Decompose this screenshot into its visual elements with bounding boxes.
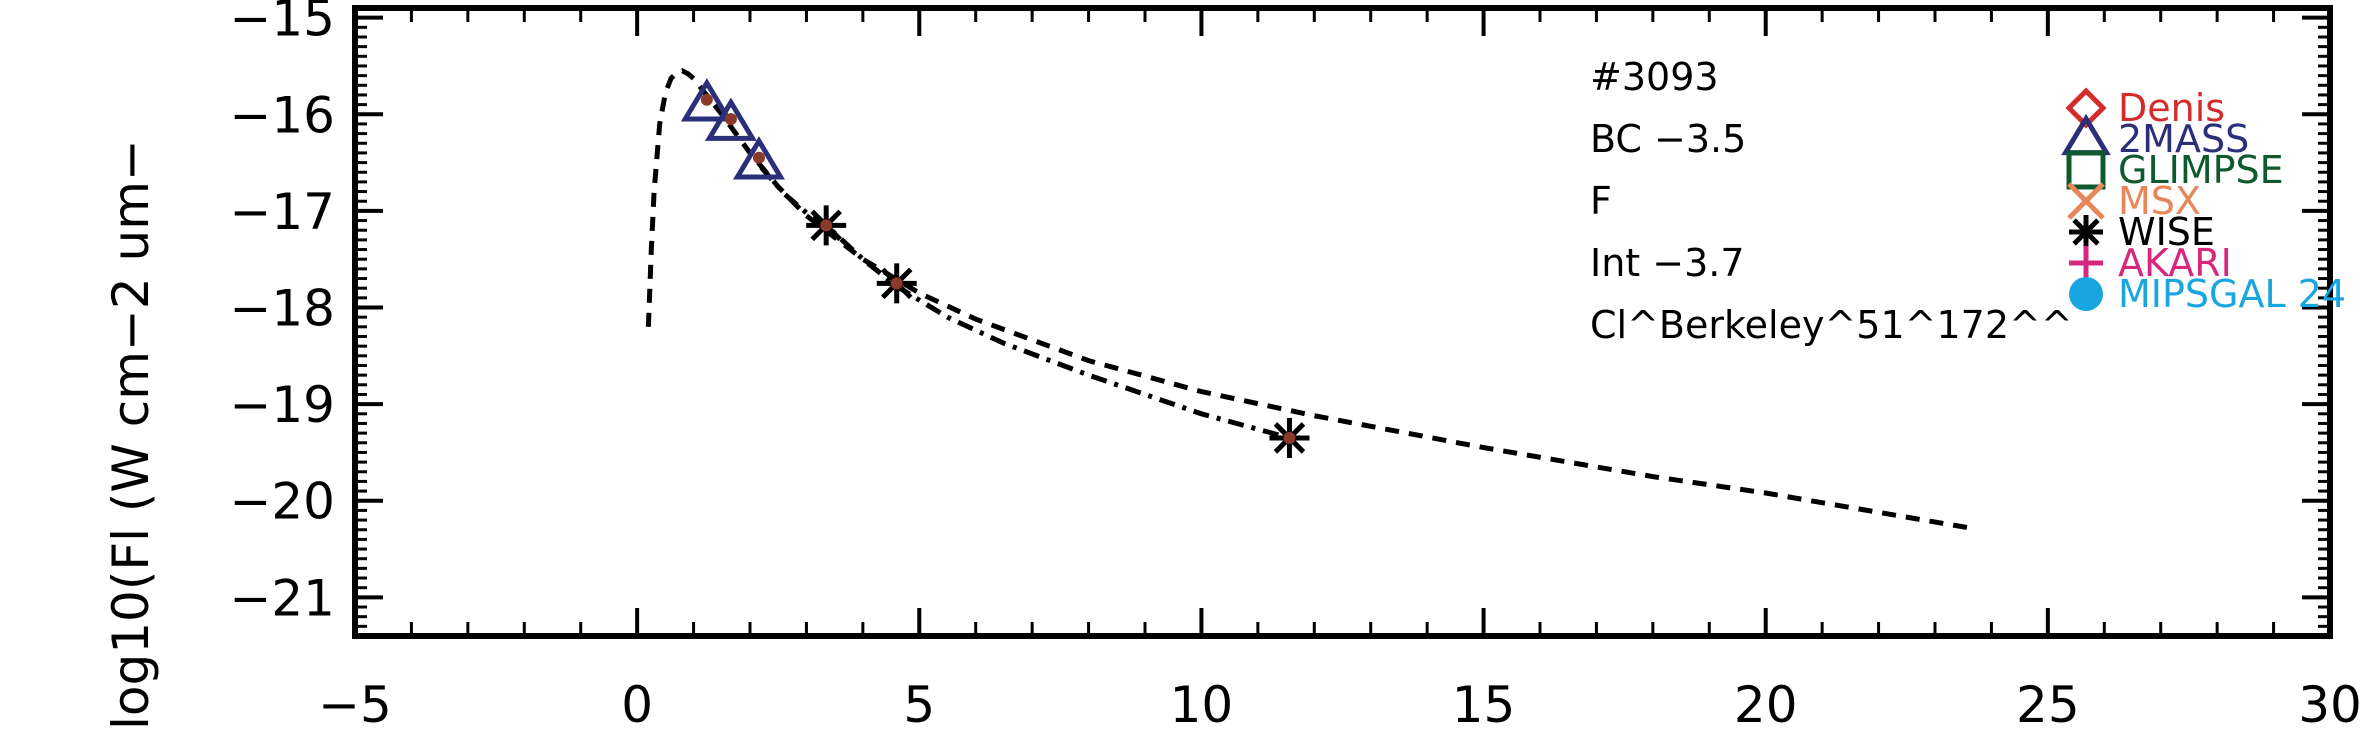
legend-label: MSX: [2118, 179, 2201, 223]
marker-x: [2067, 182, 2105, 220]
annotations: #3093 BC −3.5 F Int −3.7 Cl^Berkeley^51^…: [1590, 55, 2073, 347]
marker-dot: [724, 113, 737, 126]
axes: [352, 5, 2333, 639]
marker-asterisk: [2069, 215, 2103, 249]
marker-triangle: [732, 136, 785, 180]
x-tick-label: 15: [1452, 676, 1516, 734]
ticks: [353, 8, 2332, 636]
y-tick-label: −18: [229, 280, 335, 338]
marker-dot: [820, 219, 833, 232]
marker-square: [2066, 150, 2106, 190]
marker-dot: [890, 277, 903, 290]
legend-label: MIPSGAL 24: [2118, 272, 2346, 316]
y-tick-label: −21: [229, 569, 335, 627]
tick-labels: −5 0 5 10 15 20 25 30 −21 −20 −19 −18 −17 −16 −15: [229, 0, 2361, 734]
x-tick-label: 20: [1734, 676, 1798, 734]
marker-plus: [2069, 246, 2103, 280]
legend-label: AKARI: [2118, 241, 2232, 285]
annotation-int: Int −3.7: [1590, 241, 1745, 285]
legend-label: WISE: [2118, 210, 2215, 254]
annotation-id: #3093: [1590, 55, 1719, 99]
x-tick-label: −5: [318, 676, 392, 734]
plot-frame: [352, 5, 2333, 639]
marker-triangle: [680, 78, 733, 122]
marker-dot: [1283, 431, 1296, 444]
y-axis-label: log10(Fl (W cm−2 um−: [102, 139, 160, 730]
legend-label: GLIMPSE: [2118, 148, 2284, 192]
y-tick-label: −20: [229, 473, 335, 531]
model-curve-dashed: [645, 68, 1970, 531]
data-markers: [680, 78, 1310, 458]
y-tick-label: −19: [229, 376, 335, 434]
y-tick-label: −15: [229, 0, 335, 48]
x-tick-label: 5: [903, 676, 935, 734]
marker-circle: [2069, 277, 2103, 311]
marker-dot: [700, 93, 713, 106]
model-curve-dashdot: [759, 165, 1291, 441]
legend-label: Denis: [2118, 86, 2225, 130]
annotation-cluster: Cl^Berkeley^51^172^^: [1590, 303, 2073, 347]
x-tick-label: 10: [1170, 676, 1234, 734]
model-curves: [645, 68, 1970, 531]
marker-diamond: [2065, 87, 2107, 129]
y-tick-label: −16: [229, 86, 335, 144]
y-tick-label: −17: [229, 183, 335, 241]
x-tick-label: 25: [2016, 676, 2080, 734]
marker-dot: [752, 151, 765, 164]
annotation-f: F: [1590, 179, 1612, 223]
x-tick-label: 0: [621, 676, 653, 734]
x-tick-label: 30: [2298, 676, 2361, 734]
annotation-bc: BC −3.5: [1590, 117, 1746, 161]
marker-triangle: [704, 97, 757, 141]
legend-label: 2MASS: [2118, 117, 2249, 161]
